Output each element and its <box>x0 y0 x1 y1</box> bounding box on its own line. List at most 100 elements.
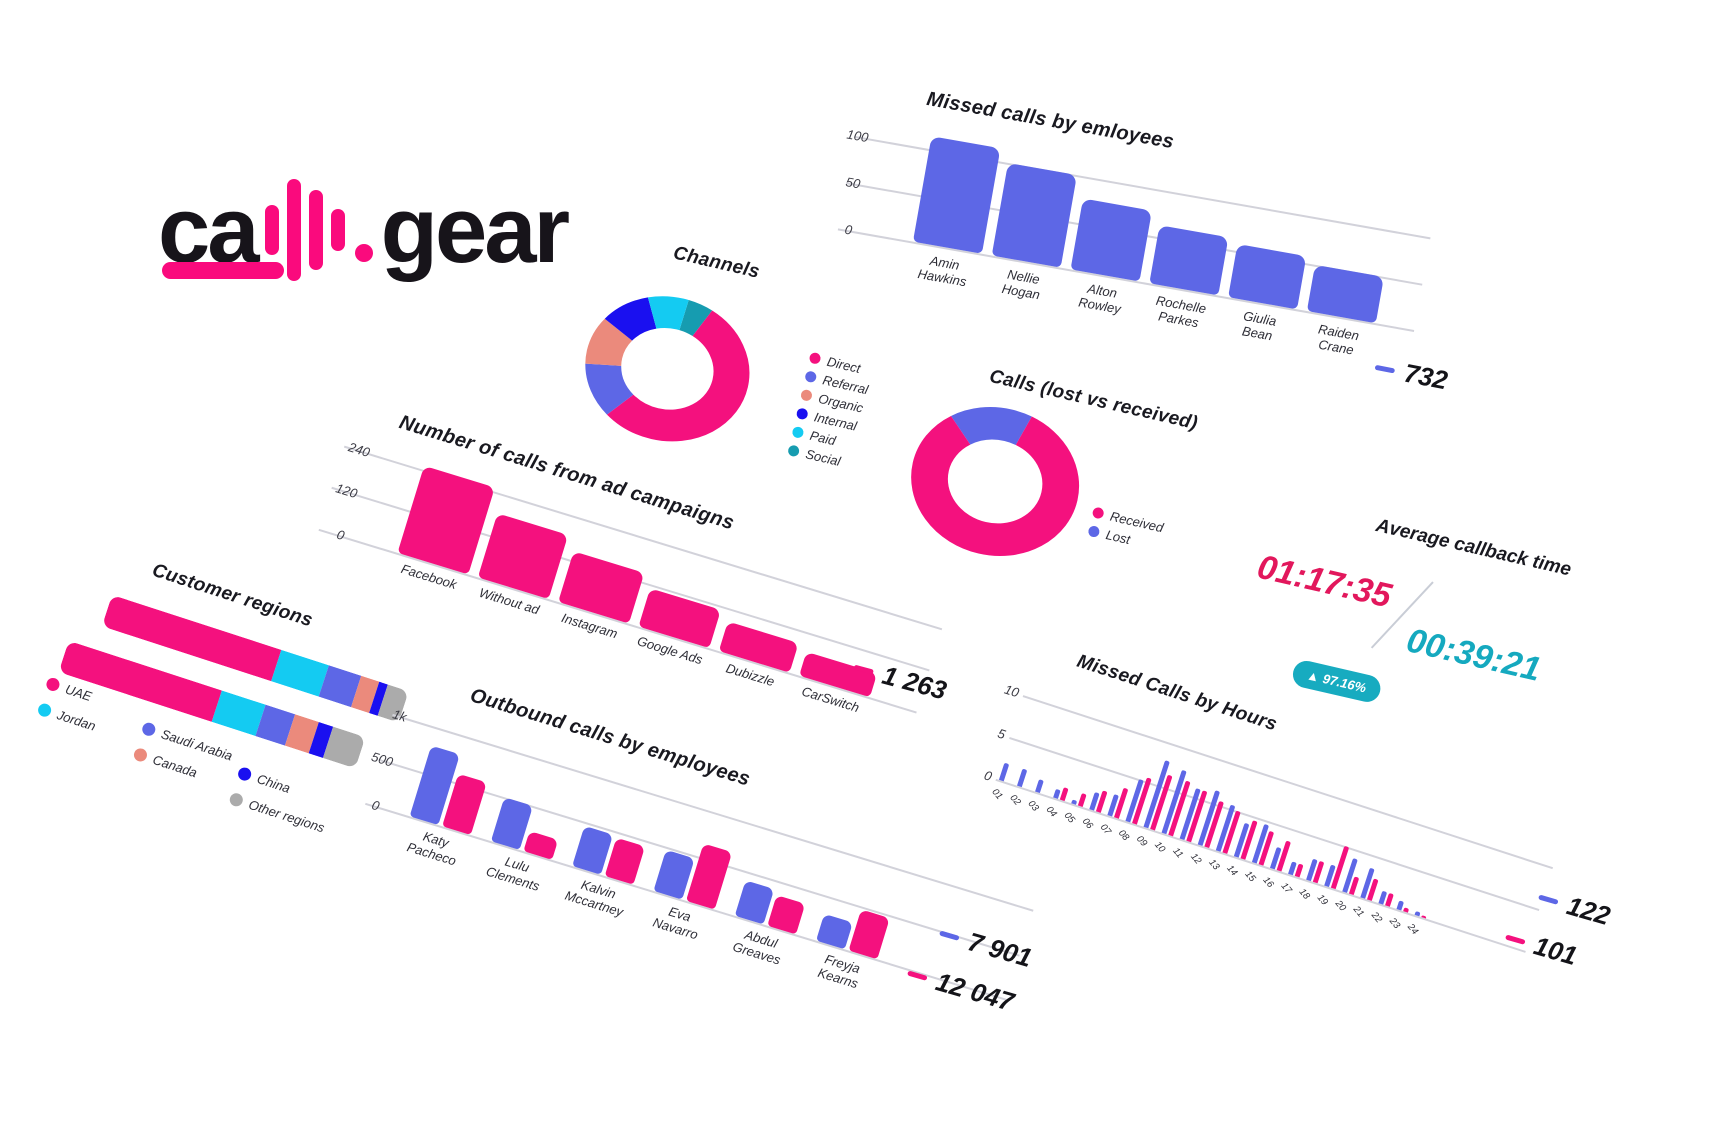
x-category-label: 11 <box>1170 845 1186 861</box>
legend-dot <box>791 425 805 439</box>
total-dash-pink <box>853 664 874 675</box>
x-category-label: 18 <box>1296 886 1312 902</box>
bar-pink-22 <box>1385 892 1394 907</box>
legend-dot <box>132 746 149 764</box>
y-tick-label: 120 <box>333 480 360 502</box>
x-category-label: 12 <box>1188 851 1204 867</box>
y-tick-label: 0 <box>843 221 854 238</box>
legend-dot <box>36 701 53 719</box>
legend-label: Other regions <box>246 796 327 836</box>
legend-item: Other regions <box>228 791 327 836</box>
total-dash-blue <box>939 930 960 941</box>
y-tick-label: 0 <box>334 526 347 544</box>
x-category-label: Rochelle Parkes <box>1154 292 1208 331</box>
donut-slice-organic <box>585 296 750 442</box>
donut-chart <box>585 296 750 442</box>
donut-chart <box>911 407 1080 557</box>
x-category-label: 13 <box>1206 857 1222 873</box>
legend-dot <box>236 765 253 783</box>
legend-item: Jordan <box>36 701 98 734</box>
logo-text-gear: gear <box>380 177 571 282</box>
bar-amin-hawkins <box>912 136 1001 254</box>
donut-slice-direct <box>585 296 750 442</box>
x-category-label: 02 <box>1007 792 1023 808</box>
legend-dot <box>799 388 814 402</box>
x-category-label: 17 <box>1278 880 1294 896</box>
logo-underline-bar <box>162 262 284 279</box>
x-category-label: Alton Rowley <box>1077 280 1122 317</box>
callback-time-received: 01:17:35 <box>1253 547 1395 616</box>
x-category-label: Giulia Bean <box>1240 308 1278 344</box>
legend-dot <box>804 370 818 384</box>
legend-item: China <box>236 765 292 796</box>
total-dash-pink <box>907 970 928 981</box>
total-dash-blue <box>1374 364 1396 374</box>
x-category-label: 23 <box>1386 915 1403 932</box>
legend-dot <box>1091 506 1105 520</box>
bar-pink-04 <box>1059 786 1069 802</box>
legend-item: Canada <box>132 746 199 780</box>
y-tick-label: 10 <box>1002 681 1021 701</box>
x-category-label: 14 <box>1224 863 1240 879</box>
x-category-label: 19 <box>1314 892 1330 908</box>
x-category-label: 22 <box>1368 910 1385 926</box>
donut-slice-lost <box>911 407 1080 557</box>
legend-dot <box>140 721 157 738</box>
legend-label: China <box>255 771 293 796</box>
bar-without-ad <box>477 513 569 600</box>
bar-nellie-hogan <box>991 162 1077 268</box>
y-tick-label: 50 <box>844 174 862 192</box>
chart-title: Channels <box>671 242 762 283</box>
donut-slice-paid <box>585 296 750 442</box>
bar-blue-02 <box>1017 768 1028 788</box>
bar-pink-lulu-clements <box>523 830 559 860</box>
total-dash-pink <box>1505 934 1526 945</box>
x-category-label: 06 <box>1079 816 1096 832</box>
x-category-label: 07 <box>1097 821 1114 838</box>
x-category-label: Amin Hawkins <box>916 252 968 290</box>
legend-dot <box>1087 524 1101 539</box>
bar-pink-eva-navarro <box>685 843 733 910</box>
callback-time-lost: 00:39:21 <box>1403 621 1545 689</box>
x-category-label: 05 <box>1061 810 1077 826</box>
grid-line <box>995 778 1526 953</box>
x-category-label: 09 <box>1134 833 1150 849</box>
legend-label: Jordan <box>55 707 98 734</box>
x-category-label: 01 <box>989 786 1005 802</box>
bar-pink-17 <box>1294 863 1304 878</box>
legend-dot <box>795 407 809 421</box>
donut-slice-received <box>911 407 1080 557</box>
callgear-logo: ca gear <box>158 170 571 290</box>
x-category-label: 10 <box>1152 839 1168 855</box>
logo-equalizer-icon <box>264 179 345 281</box>
bar-alton-rowley <box>1070 198 1153 282</box>
y-tick-label: 5 <box>995 725 1008 743</box>
y-tick-label: 100 <box>845 126 870 146</box>
x-category-label: 24 <box>1405 921 1421 937</box>
panel-title: Average callback time <box>1373 515 1574 581</box>
legend-dot <box>228 791 245 808</box>
x-category-label: 21 <box>1350 904 1367 920</box>
total-dash-blue <box>1538 894 1559 905</box>
legend-label: UAE <box>63 681 94 705</box>
x-category-label: 04 <box>1043 804 1059 820</box>
chart-calls-lost-vs-received: Calls (lost vs received) Received Lost <box>824 340 1280 676</box>
bar-pink-kalvin-mccartney <box>604 837 646 885</box>
bar-blue-03 <box>1035 778 1044 794</box>
legend-label: Social <box>804 446 843 469</box>
bar-pink-05 <box>1077 792 1087 807</box>
bar-rochelle-parkes <box>1149 224 1229 296</box>
x-category-label: Raiden Crane <box>1317 321 1361 358</box>
x-category-label: 15 <box>1242 868 1258 885</box>
legend-dot <box>808 351 822 365</box>
bar-blue-01 <box>998 763 1010 782</box>
legend-label: Lost <box>1104 527 1132 548</box>
x-category-label: 16 <box>1260 874 1276 890</box>
legend-label: Paid <box>808 427 838 449</box>
legend-label: Direct <box>825 353 862 377</box>
legend-dot <box>44 676 62 693</box>
chart-channels: Channels Direct Referral Organic Internal Pa… <box>542 225 1019 575</box>
y-tick-label: 0 <box>982 767 994 784</box>
x-category-label: 08 <box>1115 827 1132 844</box>
